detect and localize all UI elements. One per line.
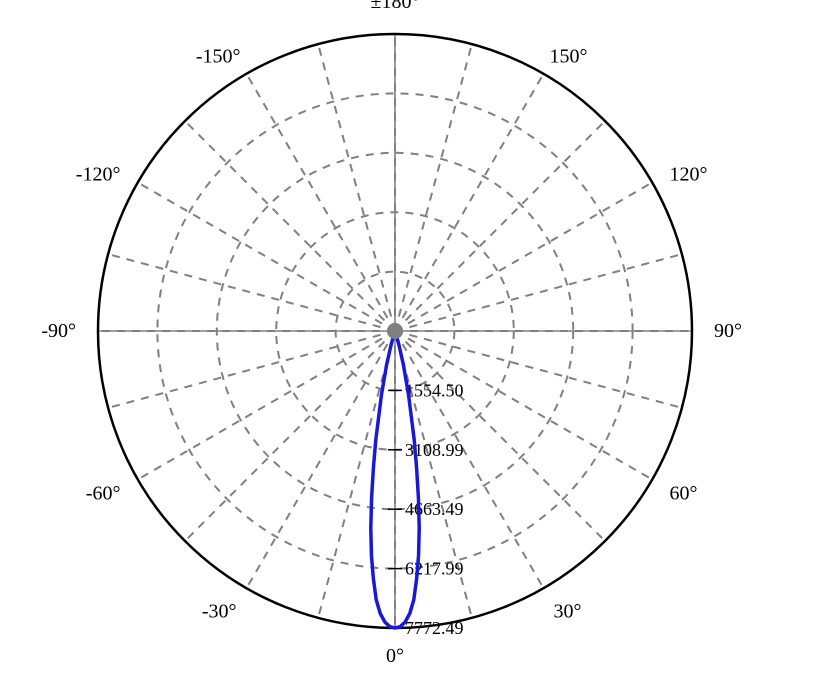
angle-label: 90° bbox=[714, 320, 742, 342]
angle-label: 30° bbox=[554, 601, 582, 623]
center-dot bbox=[387, 323, 403, 339]
radial-tick-label: 7772.49 bbox=[405, 618, 464, 638]
radial-tick-label: 4663.49 bbox=[405, 499, 464, 519]
angle-label: 150° bbox=[550, 45, 588, 67]
angle-label: ±180° bbox=[371, 0, 420, 13]
angle-label: 60° bbox=[670, 483, 698, 505]
angle-label: 0° bbox=[386, 645, 404, 667]
radial-tick-label: 1554.50 bbox=[405, 380, 464, 400]
radial-ticks: 1554.503108.994663.496217.997772.49 bbox=[388, 380, 464, 638]
angle-label: -120° bbox=[76, 164, 121, 186]
polar-svg: 1554.503108.994663.496217.997772.49±180°… bbox=[0, 0, 814, 675]
angle-label: -30° bbox=[202, 601, 237, 623]
angle-label: -60° bbox=[86, 483, 121, 505]
angle-label: 120° bbox=[670, 164, 708, 186]
angle-label: -90° bbox=[41, 320, 76, 342]
angle-label: -150° bbox=[196, 45, 241, 67]
polar-chart: 1554.503108.994663.496217.997772.49±180°… bbox=[0, 0, 814, 675]
radial-tick-label: 6217.99 bbox=[405, 559, 464, 579]
